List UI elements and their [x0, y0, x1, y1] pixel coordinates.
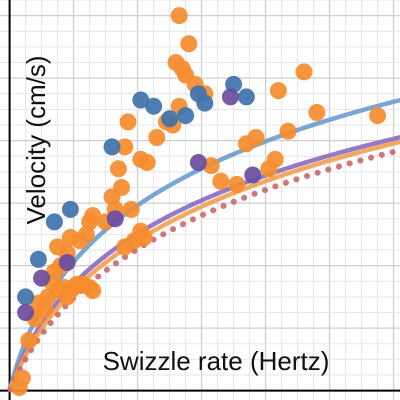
- data-point-blue: [161, 110, 179, 128]
- data-point-orange: [13, 369, 31, 387]
- data-point-orange: [212, 172, 230, 190]
- data-point-purple: [33, 269, 51, 287]
- data-point-blue: [145, 97, 163, 115]
- data-point-orange: [247, 129, 265, 146]
- data-point-blue: [17, 288, 35, 306]
- data-point-purple: [244, 166, 262, 184]
- data-point-purple: [106, 210, 124, 228]
- data-point-blue: [103, 138, 121, 156]
- data-point-orange: [269, 82, 287, 100]
- data-point-blue: [177, 107, 195, 125]
- data-point-blue: [45, 213, 63, 231]
- data-point-purple: [221, 88, 239, 106]
- data-point-orange: [170, 7, 188, 25]
- data-point-orange: [369, 107, 387, 125]
- data-point-blue: [237, 88, 255, 106]
- data-point-orange: [84, 282, 102, 300]
- data-point-orange: [119, 113, 137, 131]
- data-point-orange: [122, 200, 140, 218]
- data-point-purple: [58, 254, 76, 271]
- data-point-orange: [148, 129, 166, 146]
- data-point-orange: [113, 179, 131, 196]
- data-point-orange: [308, 104, 326, 121]
- data-point-orange: [138, 154, 156, 171]
- y-axis-label: Velocity (cm/s): [21, 55, 51, 224]
- data-point-blue: [61, 200, 79, 218]
- data-point-orange: [266, 150, 284, 168]
- data-point-orange: [116, 138, 134, 156]
- data-point-blue: [196, 94, 214, 112]
- data-point-orange: [20, 332, 38, 350]
- data-points: [10, 7, 387, 396]
- data-point-orange: [228, 175, 246, 193]
- data-point-orange: [295, 63, 313, 81]
- data-point-orange: [84, 207, 102, 225]
- data-point-orange: [135, 229, 153, 246]
- data-point-blue: [132, 91, 150, 109]
- data-point-orange: [279, 122, 297, 140]
- data-point-orange: [109, 160, 127, 178]
- x-axis-label: Swizzle rate (Hertz): [103, 346, 330, 376]
- data-point-orange: [180, 35, 198, 53]
- data-point-purple: [189, 154, 207, 171]
- data-point-orange: [202, 157, 220, 175]
- data-point-orange: [167, 54, 185, 71]
- data-point-blue: [29, 250, 47, 268]
- data-point-purple: [17, 304, 35, 321]
